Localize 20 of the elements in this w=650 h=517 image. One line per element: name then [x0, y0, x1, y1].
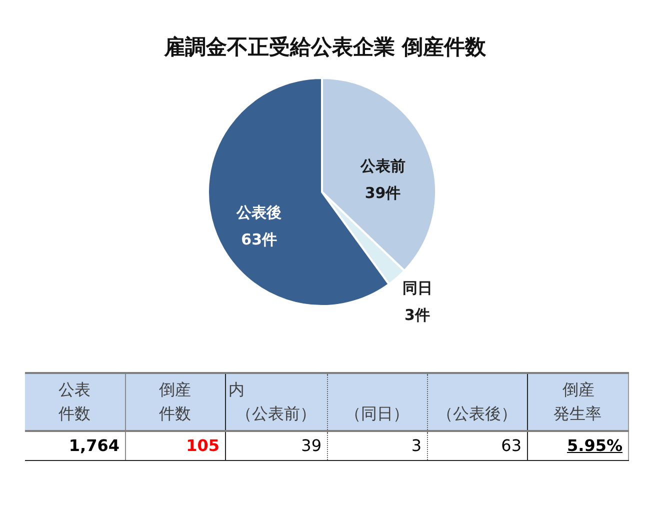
category-label: （公表前）: [236, 404, 316, 423]
slice-label: 同日: [402, 279, 432, 298]
text: 内: [228, 379, 246, 401]
category-label: （同日）: [345, 404, 409, 423]
chart-title: 雇調金不正受給公表企業 倒産件数: [162, 35, 488, 59]
data-label: 39件: [364, 184, 401, 202]
text: 5.95%: [566, 436, 622, 456]
slice-label: 公表後: [236, 203, 282, 222]
text: 1,764: [68, 436, 120, 456]
data-label: 3件: [404, 306, 430, 324]
slice-label: 公表前: [359, 157, 406, 176]
category-label: 倒産件数: [158, 379, 192, 425]
category-label: （公表後）: [437, 404, 517, 423]
text: 3: [411, 436, 422, 456]
data-label: 63件: [241, 230, 278, 248]
text: 105: [186, 436, 220, 456]
text: 63: [501, 436, 522, 456]
category-label: 倒産発生率: [554, 379, 602, 425]
text: 39: [301, 436, 322, 456]
category-label: 公表件数: [58, 379, 92, 425]
